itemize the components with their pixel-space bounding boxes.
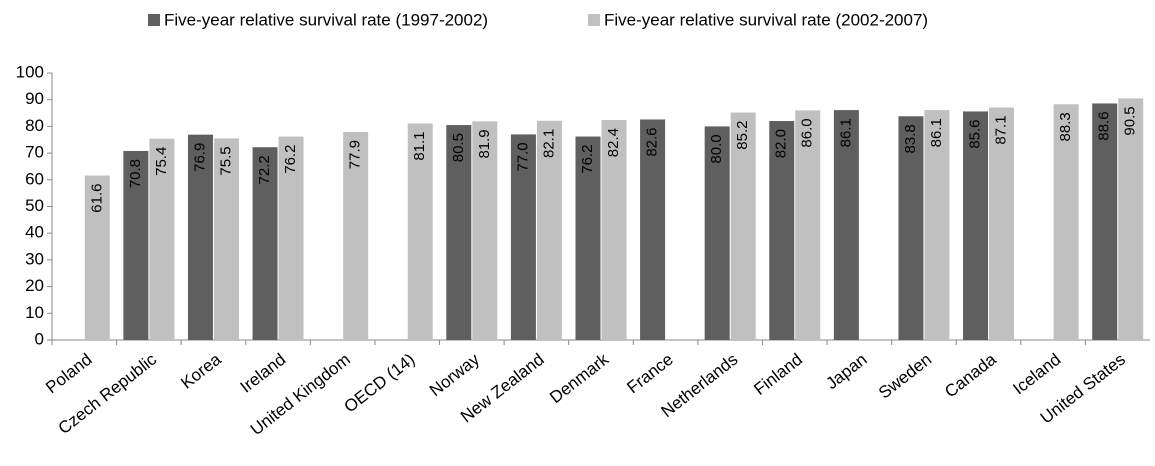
bar (84, 175, 110, 340)
value-label: 88.6 (1096, 111, 1113, 140)
bar (704, 126, 730, 341)
bar (446, 125, 472, 340)
bar (252, 147, 278, 340)
value-label: 61.6 (88, 184, 105, 213)
value-label: 75.5 (217, 146, 234, 175)
value-label: 82.4 (605, 128, 622, 157)
x-tick-label: Denmark (546, 349, 612, 407)
bar (795, 110, 821, 340)
value-label: 75.4 (153, 147, 170, 176)
value-label: 85.6 (966, 119, 983, 148)
value-label: 88.3 (1057, 112, 1074, 141)
bar (343, 132, 369, 340)
bar (149, 138, 175, 340)
x-tick-label: OECD (14) (341, 350, 419, 417)
y-tick-label: 30 (25, 249, 44, 268)
bar (536, 120, 562, 340)
bar (472, 121, 498, 341)
bar (898, 116, 924, 340)
bar (730, 112, 756, 341)
value-label: 81.1 (411, 131, 428, 160)
value-label: 85.2 (734, 121, 751, 150)
x-tick-label: Sweden (875, 350, 935, 403)
legend-swatch (588, 14, 600, 26)
x-tick-label: Norway (426, 349, 483, 400)
bar (1053, 104, 1079, 340)
legend-swatch (148, 14, 160, 26)
x-tick-label: France (623, 350, 676, 398)
bar (575, 136, 601, 340)
value-label: 90.5 (1122, 106, 1139, 135)
value-label: 72.2 (256, 155, 273, 184)
y-tick-label: 0 (35, 329, 44, 348)
y-tick-label: 20 (25, 276, 44, 295)
y-tick-label: 40 (25, 223, 44, 242)
x-tick-label: Iceland (1009, 350, 1064, 399)
x-tick-label: Finland (750, 350, 806, 399)
value-label: 81.9 (476, 129, 493, 158)
value-label: 82.6 (644, 127, 661, 156)
bar (989, 107, 1015, 341)
bar (601, 119, 627, 340)
value-label: 86.0 (799, 118, 816, 147)
value-label: 70.8 (127, 159, 144, 188)
bar (963, 111, 989, 340)
value-label: 77.9 (347, 140, 364, 169)
bar (213, 138, 239, 340)
value-label: 86.1 (928, 118, 945, 147)
bar (640, 119, 666, 340)
bar (407, 123, 433, 340)
value-label: 83.8 (902, 124, 919, 153)
x-tick-label: Korea (177, 349, 225, 392)
bar (187, 134, 213, 340)
value-label: 82.1 (540, 129, 557, 158)
value-label: 82.0 (773, 129, 790, 158)
value-label: 76.9 (191, 143, 208, 172)
y-tick-label: 70 (25, 143, 44, 162)
legend-label: Five-year relative survival rate (2002-2… (604, 10, 928, 29)
value-label: 76.2 (579, 145, 596, 174)
bar (924, 110, 950, 340)
y-tick-label: 60 (25, 169, 44, 188)
value-label: 76.2 (282, 145, 299, 174)
x-tick-label: Poland (42, 350, 95, 398)
value-label: 77.0 (514, 142, 531, 171)
value-label: 86.1 (837, 118, 854, 147)
bar (510, 134, 536, 340)
bar (278, 136, 304, 340)
bar (833, 110, 859, 340)
x-tick-label: Japan (822, 350, 870, 393)
value-label: 80.5 (450, 133, 467, 162)
y-tick-label: 50 (25, 196, 44, 215)
bar (123, 150, 149, 340)
value-label: 87.1 (992, 115, 1009, 144)
value-label: 80.0 (708, 134, 725, 163)
bar (1092, 103, 1118, 340)
x-tick-label: Ireland (237, 350, 290, 397)
y-tick-label: 100 (16, 62, 44, 81)
y-tick-label: 90 (25, 89, 44, 108)
x-tick-label: Canada (941, 349, 1000, 401)
y-tick-label: 80 (25, 116, 44, 135)
bar (1118, 98, 1144, 341)
bar (769, 121, 795, 340)
legend-label: Five-year relative survival rate (1997-2… (164, 10, 488, 29)
y-tick-label: 10 (25, 303, 44, 322)
